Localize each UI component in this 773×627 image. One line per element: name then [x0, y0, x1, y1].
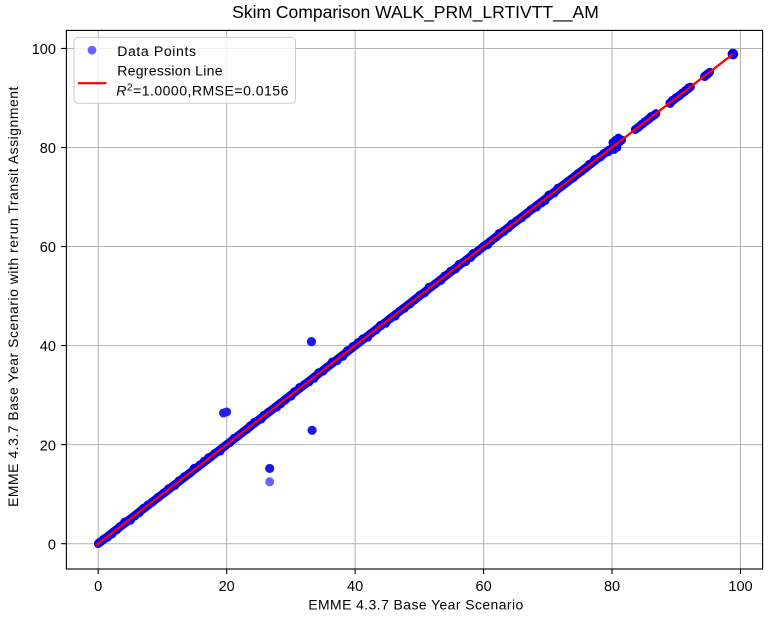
svg-text:80: 80 [40, 141, 56, 157]
svg-text:20: 20 [40, 438, 56, 454]
svg-text:60: 60 [40, 240, 56, 256]
svg-text:EMME 4.3.7 Base Year Scenario: EMME 4.3.7 Base Year Scenario with rerun… [5, 86, 21, 507]
svg-text:EMME 4.3.7 Base Year Scenario: EMME 4.3.7 Base Year Scenario [308, 596, 523, 612]
svg-text:Regression Line: Regression Line [117, 62, 223, 78]
svg-text:60: 60 [476, 579, 492, 595]
svg-text:20: 20 [219, 579, 235, 595]
svg-text:0: 0 [94, 579, 102, 595]
svg-text:100: 100 [728, 579, 752, 595]
svg-text:40: 40 [347, 579, 363, 595]
svg-text:40: 40 [40, 339, 56, 355]
svg-text:100: 100 [32, 42, 56, 58]
svg-text:Data Points: Data Points [117, 43, 196, 59]
svg-text:R2=1.0000,RMSE=0.0156: R2=1.0000,RMSE=0.0156 [116, 82, 289, 98]
svg-text:80: 80 [604, 579, 620, 595]
svg-text:Skim Comparison WALK_PRM_LRTIV: Skim Comparison WALK_PRM_LRTIVTT__AM [232, 2, 599, 23]
svg-text:0: 0 [48, 537, 56, 553]
